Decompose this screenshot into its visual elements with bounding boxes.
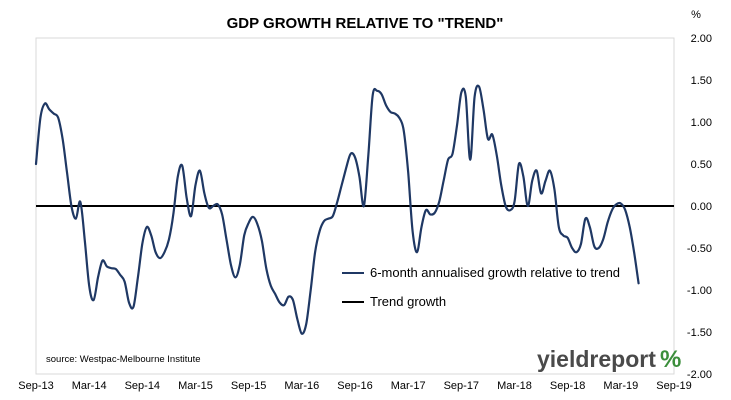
y-tick-label: -2.00 [687,369,712,381]
x-tick-label: Mar-18 [497,380,532,392]
y-tick-label: 2.00 [691,33,712,45]
y-tick-label: 1.50 [691,75,712,87]
x-tick-label: Sep-19 [656,380,691,392]
y-tick-label: 1.00 [691,117,712,129]
x-tick-label: Sep-16 [337,380,372,392]
logo-wordmark: yieldreport [537,346,656,372]
x-axis: Sep-13 Mar-14 Sep-14 Mar-15 Sep-15 Mar-16 Sep-… [18,380,691,392]
legend-label-trend: Trend growth [370,294,446,309]
legend-label-growth: 6-month annualised growth relative to tr… [370,265,620,280]
y-tick-label: -1.50 [687,327,712,339]
x-tick-label: Sep-14 [125,380,160,392]
x-tick-label: Mar-19 [603,380,638,392]
chart-title: GDP GROWTH RELATIVE TO "TREND" [227,15,504,32]
x-tick-label: Sep-17 [444,380,479,392]
series-line-growth [34,84,640,335]
x-tick-label: Mar-16 [284,380,319,392]
y-tick-label: -0.50 [687,243,712,255]
y-axis: 2.00 1.50 1.00 0.50 0.00 -0.50 -1.00 -1.50 -2.00 [687,33,712,381]
x-tick-label: Sep-13 [18,380,53,392]
y-tick-label: 0.50 [691,159,712,171]
x-tick-label: Mar-14 [72,380,107,392]
legend: 6-month annualised growth relative to tr… [342,265,620,309]
x-tick-label: Sep-18 [550,380,585,392]
y-tick-label: -1.00 [687,285,712,297]
x-tick-label: Mar-17 [391,380,426,392]
y-tick-label: 0.00 [691,201,712,213]
y-unit-label: % [691,9,701,21]
x-tick-label: Sep-15 [231,380,266,392]
series-layer [34,84,674,335]
logo-percent-icon: % [660,346,681,373]
source-note: source: Westpac-Melbourne Institute [46,354,201,365]
x-tick-label: Mar-15 [178,380,213,392]
yieldreport-logo: yieldreport % [537,346,681,373]
